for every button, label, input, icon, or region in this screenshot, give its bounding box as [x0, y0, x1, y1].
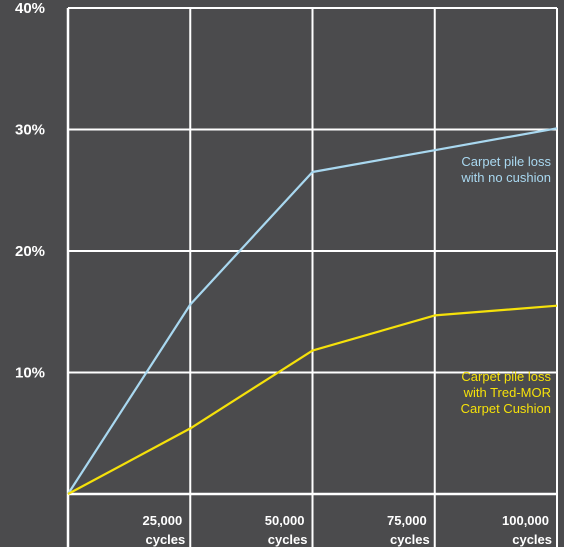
annotation-line: with no cushion	[460, 170, 551, 185]
annotation-no-cushion: Carpet pile loss with no cushion	[460, 154, 551, 185]
x-tick-unit: cycles	[390, 532, 430, 547]
x-tick-unit: cycles	[145, 532, 185, 547]
series-line-tred-mor	[67, 304, 558, 495]
series-line-no-cushion	[67, 127, 558, 495]
x-tick-unit: cycles	[512, 532, 552, 547]
x-tick-label: 75,000	[387, 513, 427, 528]
annotation-line: Carpet pile loss	[461, 154, 551, 169]
x-tick-label: 50,000	[265, 513, 305, 528]
x-tick-labels: 25,000 cycles 50,000 cycles 75,000 cycles 100,…	[142, 513, 552, 547]
x-tick-unit: cycles	[268, 532, 308, 547]
y-tick-label: 10%	[15, 365, 45, 382]
grid-lines	[68, 7, 558, 547]
annotation-tred-mor: Carpet pile loss with Tred-MOR Carpet Cush…	[461, 369, 552, 416]
y-tick-label: 20%	[15, 243, 45, 260]
y-tick-label: 30%	[15, 122, 45, 139]
x-tick-label: 100,000	[502, 513, 549, 528]
series-lines	[67, 127, 558, 495]
axes	[66, 8, 557, 547]
y-tick-labels: 10% 20% 30% 40%	[15, 0, 45, 382]
x-tick-label: 25,000	[142, 513, 182, 528]
y-tick-label: 40%	[15, 0, 45, 17]
annotation-line: with Tred-MOR	[463, 385, 551, 400]
annotation-line: Carpet pile loss	[461, 369, 551, 384]
annotation-line: Carpet Cushion	[461, 401, 551, 416]
